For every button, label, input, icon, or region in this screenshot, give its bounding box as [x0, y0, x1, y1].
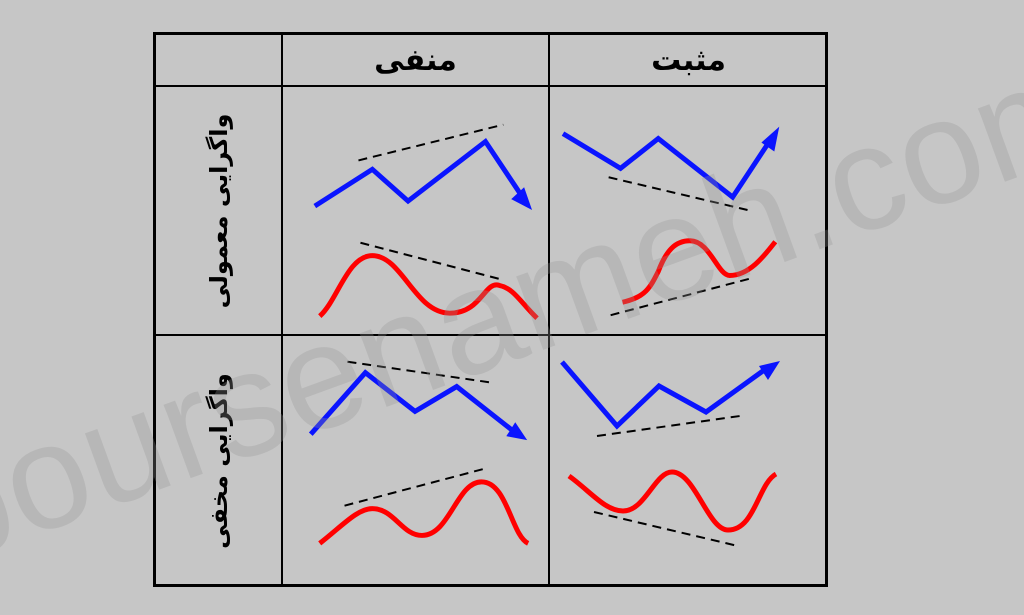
price-line [560, 360, 769, 430]
row-label-hidden-cell: واگرایی مخفی [156, 336, 283, 586]
indicator-trend-line [344, 466, 488, 507]
price-line [308, 369, 519, 437]
header-negative: منفی [374, 42, 457, 78]
indicator-line [567, 469, 778, 533]
price-trend-line [347, 360, 492, 384]
price-arrow-icon [511, 187, 533, 211]
corner-cell [156, 35, 283, 87]
header-positive: مثبت [651, 42, 726, 78]
row-label-regular-cell: واگرایی معمولی [156, 87, 283, 336]
row-label-regular: واگرایی معمولی [204, 113, 233, 308]
price-arrow-icon [761, 126, 780, 152]
hidden-positive-diagram [560, 360, 780, 547]
hidden-negative-panel [283, 336, 550, 586]
regular-negative-diagram [313, 123, 539, 320]
regular-negative-panel [283, 87, 550, 336]
price-trend-line [358, 123, 504, 162]
price-trend-line [596, 415, 741, 437]
indicator-trend-line [610, 276, 755, 317]
regular-positive-panel [550, 87, 827, 336]
price-arrow-icon [506, 422, 528, 441]
row-label-hidden: واگرایی مخفی [204, 373, 233, 549]
header-negative-cell: منفی [283, 35, 550, 87]
price-line [561, 131, 772, 201]
header-positive-cell: مثبت [550, 35, 827, 87]
indicator-line [621, 238, 778, 305]
hidden-positive-panel [550, 336, 827, 586]
indicator-line [318, 253, 539, 320]
price-arrow-icon [759, 361, 780, 380]
divergence-table: منفی مثبت واگرایی معمولی واگرایی مخفی [153, 32, 828, 587]
indicator-line [318, 479, 530, 546]
price-trend-line [608, 176, 748, 211]
indicator-trend-line [360, 241, 502, 281]
regular-positive-diagram [561, 126, 780, 317]
indicator-trend-line [593, 511, 739, 547]
price-line [313, 137, 530, 209]
hidden-negative-diagram [308, 360, 530, 546]
